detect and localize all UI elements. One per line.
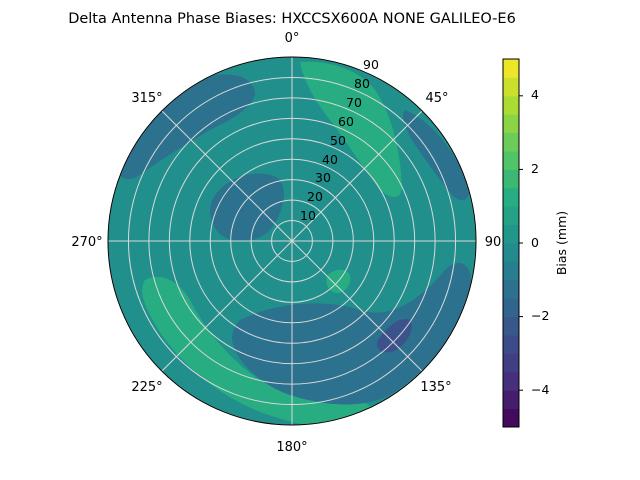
contour-region-north-west [119, 74, 255, 180]
angular-grid [108, 57, 476, 425]
angular-grid-spoke [291, 110, 423, 242]
colorbar-segment [503, 243, 519, 262]
colorbar-tick-2: 2 [531, 161, 539, 176]
colorbar-segment [503, 316, 519, 336]
contour-region-center-west [210, 173, 284, 242]
colorbar-segment [503, 224, 519, 244]
theta-tick-225: 225° [131, 380, 162, 395]
theta-tick-180: 180° [276, 440, 307, 455]
colorbar-label: Bias (mm) [554, 211, 569, 275]
r-tick-20: 20 [307, 189, 323, 204]
colorbar-segment [503, 261, 519, 281]
angular-grid-spoke [161, 240, 293, 372]
r-tick-30: 30 [315, 170, 331, 185]
colorbar-segment [503, 151, 519, 170]
r-tick-10: 10 [300, 208, 316, 223]
polar-outline [107, 56, 477, 426]
colorbar: 4 2 0 −2 −4 Bias (mm) [502, 58, 569, 428]
theta-tick-270: 270° [71, 235, 102, 250]
polar-plot: 0° 45° 90 135° 180° 225° 270° 315° 10 20… [71, 31, 501, 455]
chart-title: Delta Antenna Phase Biases: HXCCSX600A N… [68, 11, 516, 27]
colorbar-ticks [519, 95, 523, 391]
theta-tick-135: 135° [420, 380, 451, 395]
r-tick-40: 40 [322, 152, 338, 167]
colorbar-segment [503, 206, 519, 226]
r-tick-90: 90 [363, 57, 379, 72]
theta-tick-0: 0° [285, 31, 300, 46]
r-tick-70: 70 [346, 95, 362, 110]
angular-grid-spoke [161, 110, 293, 242]
colorbar-tick-minus-4: −4 [531, 382, 549, 397]
colorbar-segments [503, 59, 519, 428]
contour-region-north-east-band [402, 110, 469, 201]
colorbar-segment [503, 59, 519, 78]
colorbar-segment [503, 187, 519, 207]
colorbar-segment [503, 408, 519, 428]
r-tick-80: 80 [354, 76, 370, 91]
colorbar-tick-minus-2: −2 [531, 308, 549, 323]
colorbar-segment [503, 335, 519, 354]
angular-grid-spoke [291, 240, 423, 372]
colorbar-tick-0: 0 [531, 235, 539, 250]
theta-tick-315: 315° [131, 91, 162, 106]
contour-region-north-east [300, 61, 402, 197]
colorbar-segment [503, 298, 519, 318]
theta-tick-90: 90 [485, 235, 502, 250]
colorbar-segment [503, 390, 519, 410]
colorbar-segment [503, 77, 519, 97]
theta-tick-45: 45° [425, 91, 448, 106]
contour-region-south-east-dark [377, 319, 412, 353]
colorbar-segment [503, 371, 519, 391]
r-tick-60: 60 [338, 114, 354, 129]
r-tick-50: 50 [330, 133, 346, 148]
colorbar-tick-4: 4 [531, 87, 539, 102]
colorbar-segment [503, 95, 519, 115]
colorbar-segment [503, 279, 519, 299]
colorbar-segment [503, 132, 519, 152]
colorbar-segment [503, 169, 519, 189]
colorbar-segment [503, 114, 519, 134]
colorbar-segment [503, 353, 519, 373]
